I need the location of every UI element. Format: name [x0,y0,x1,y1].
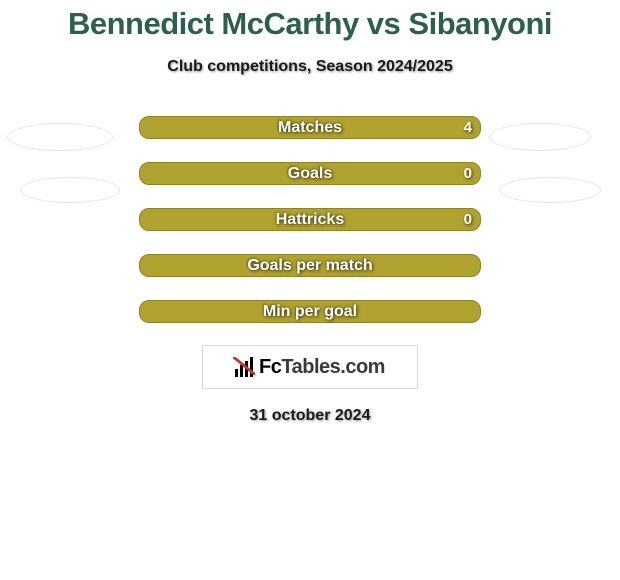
stat-bar: Min per goal [139,300,481,323]
decorative-ellipse [7,123,113,151]
brand-name: FcTables.com [259,356,385,379]
subtitle: Club competitions, Season 2024/2025 [0,58,620,76]
stat-bar: Goals per match [139,254,481,277]
brand-part-b: Tables [281,356,340,378]
stat-row: Min per goal [0,300,620,323]
stat-label: Hattricks [140,211,480,229]
stat-label: Matches [140,119,480,137]
page-title: Bennedict McCarthy vs Sibanyoni [0,0,620,42]
decorative-ellipse [489,123,591,151]
stat-row: Goals per match [0,254,620,277]
decorative-ellipse [20,177,120,203]
stat-value: 4 [464,119,472,136]
stat-label: Goals per match [140,257,480,275]
chart-icon [235,357,253,377]
branding-box: FcTables.com [202,345,418,389]
date-label: 31 october 2024 [0,407,620,425]
stat-value: 0 [464,165,472,182]
decorative-ellipse [499,177,601,203]
stat-bar: Hattricks0 [139,208,481,231]
stat-label: Min per goal [140,303,480,321]
stat-value: 0 [464,211,472,228]
brand-part-a: Fc [259,356,281,378]
stat-bar: Matches4 [139,116,481,139]
stat-label: Goals [140,165,480,183]
stat-bar: Goals0 [139,162,481,185]
brand-part-c: .com [340,356,385,378]
comparison-card: Bennedict McCarthy vs Sibanyoni Club com… [0,0,620,580]
stat-row: Hattricks0 [0,208,620,231]
